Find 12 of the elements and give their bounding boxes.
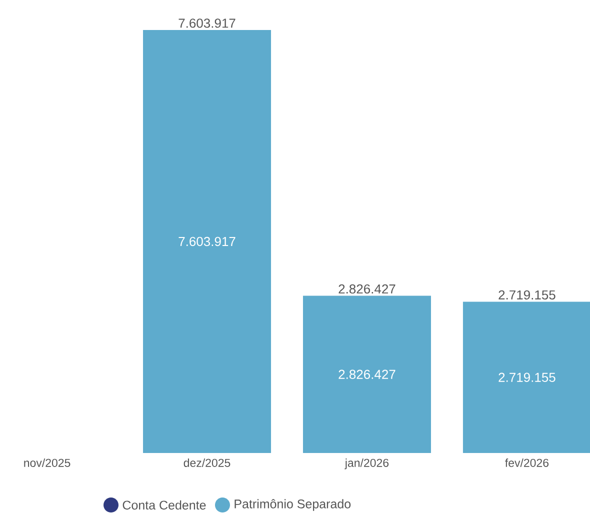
total-label: 7.603.917 (178, 18, 236, 28)
legend-label: Conta Cedente (122, 500, 206, 510)
x-tick-label: dez/2025 (184, 458, 230, 467)
legend-label: Patrimônio Separado (234, 499, 351, 511)
total-label: 2.826.427 (338, 284, 396, 294)
total-label: 2.719.155 (498, 290, 556, 300)
data-label: 2.719.155 (498, 372, 556, 382)
data-label: 2.826.427 (338, 370, 396, 379)
data-label: 7.603.917 (178, 236, 236, 246)
x-tick-label: jan/2026 (344, 458, 389, 470)
x-tick-label: nov/2025 (24, 458, 70, 467)
x-tick-label: fev/2026 (505, 458, 549, 467)
